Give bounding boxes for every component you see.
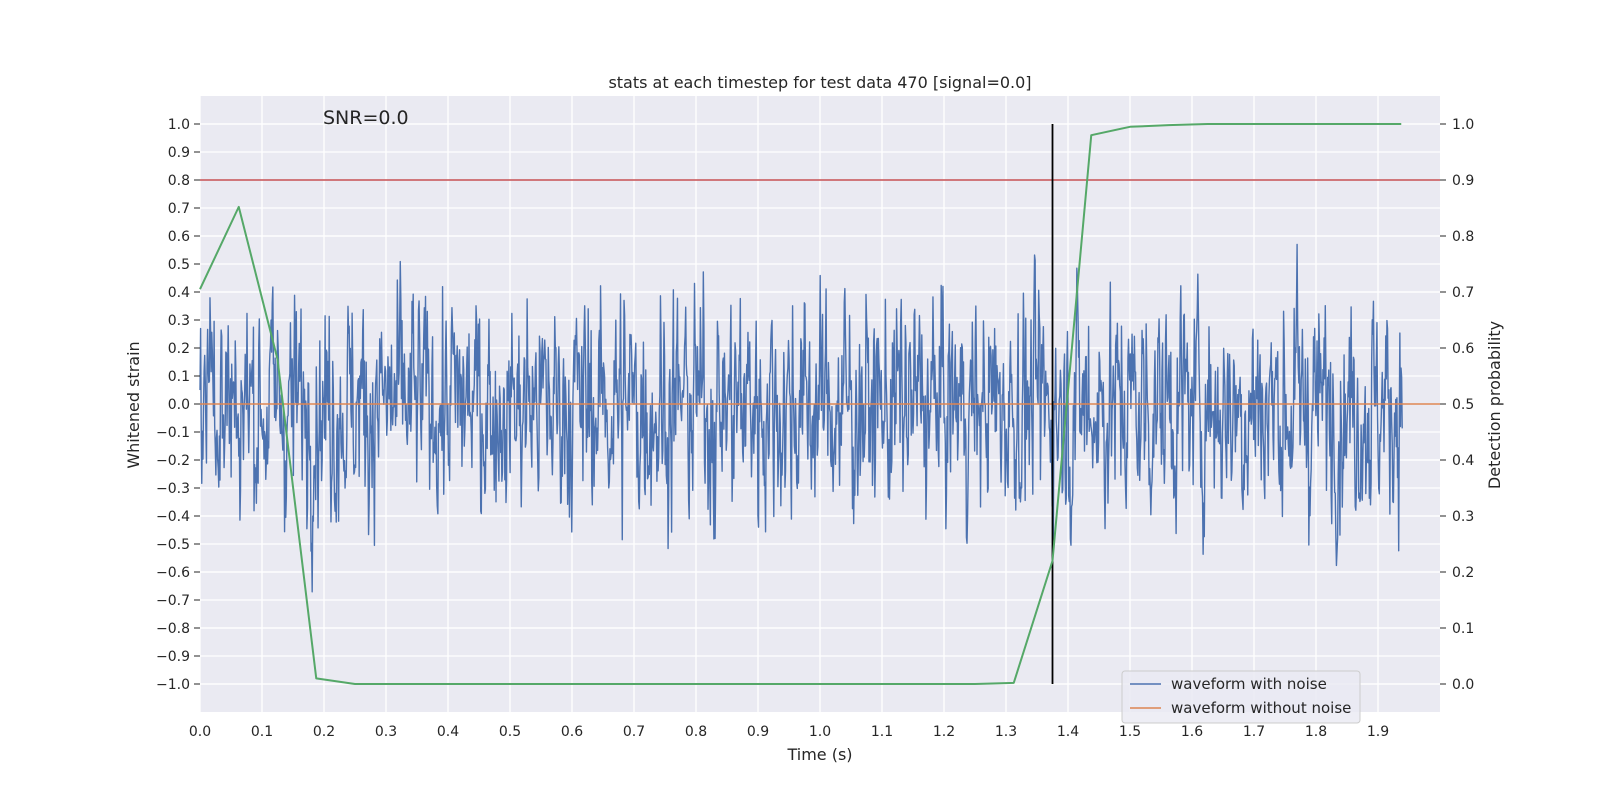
y-tick-label: 0.7 [168, 201, 190, 217]
y-tick-label: −0.5 [156, 537, 190, 553]
y-tick-label: 0.0 [168, 397, 190, 413]
series-layer [199, 123, 1440, 685]
x-tick-label: 1.0 [809, 724, 831, 740]
x-tick-label: 0.9 [747, 724, 769, 740]
x-tick-label: 0.3 [375, 724, 397, 740]
y-right-tick-label: 0.9 [1452, 173, 1474, 189]
axes: 0.0 0.1 0.2 0.3 0.4 0.5 0.6 0.7 0.8 0.9 1.0 1.1 1.2 1… [156, 117, 1474, 740]
y-tick-label: 0.8 [168, 173, 190, 189]
x-tick-label: 0.0 [189, 724, 211, 740]
y-axis-label-right: Detection probability [1485, 321, 1504, 489]
x-tick-label: 1.7 [1243, 724, 1265, 740]
y-tick-label: 0.4 [168, 285, 190, 301]
y-tick-label: 0.3 [168, 313, 190, 329]
y-right-tick-label: 0.4 [1452, 453, 1474, 469]
x-tick-label: 1.8 [1305, 724, 1327, 740]
x-tick-label: 0.4 [437, 724, 459, 740]
y-tick-label: −0.3 [156, 481, 190, 497]
y-tick-label: 0.6 [168, 229, 190, 245]
y-right-tick-label: 0.5 [1452, 397, 1474, 413]
y-tick-label: −0.4 [156, 509, 190, 525]
y-tick-label: −0.6 [156, 565, 190, 581]
legend-label-noisy: waveform with noise [1171, 675, 1327, 693]
x-tick-label: 0.6 [561, 724, 583, 740]
x-tick-label: 0.5 [499, 724, 521, 740]
legend-box [1121, 670, 1361, 724]
x-tick-label: 1.4 [1057, 724, 1079, 740]
x-tick-label: 1.5 [1119, 724, 1141, 740]
y-right-tick-label: 0.7 [1452, 285, 1474, 301]
legend-label-clean: waveform without noise [1171, 699, 1351, 717]
x-tick-label: 0.2 [313, 724, 335, 740]
x-tick-label: 1.9 [1367, 724, 1389, 740]
y-right-tick-label: 0.6 [1452, 341, 1474, 357]
chart-title: stats at each timestep for test data 470… [608, 73, 1031, 92]
y-right-tick-label: 0.8 [1452, 229, 1474, 245]
x-tick-label: 0.1 [251, 724, 273, 740]
y-right-tick-label: 0.0 [1452, 677, 1474, 693]
y-right-tick-label: 0.3 [1452, 509, 1474, 525]
legend: waveform with noise waveform without noi… [1121, 670, 1361, 724]
noisy-waveform-line [199, 243, 1403, 593]
y-tick-label: 0.5 [168, 257, 190, 273]
y-right-tick-label: 0.2 [1452, 565, 1474, 581]
snr-annotation: SNR=0.0 [323, 107, 409, 129]
x-tick-label: 1.2 [933, 724, 955, 740]
y-tick-label: −0.9 [156, 649, 190, 665]
x-tick-label: 1.3 [995, 724, 1017, 740]
y-axis-label-left: Whitened strain [124, 341, 143, 468]
y-tick-label: 0.2 [168, 341, 190, 357]
y-tick-label: 0.1 [168, 369, 190, 385]
x-tick-label: 0.7 [623, 724, 645, 740]
x-tick-label: 0.8 [685, 724, 707, 740]
y-right-tick-label: 1.0 [1452, 117, 1474, 133]
y-tick-label: −1.0 [156, 677, 190, 693]
y-tick-label: 1.0 [168, 117, 190, 133]
detection-probability-line [199, 123, 1402, 685]
y-tick-label: −0.8 [156, 621, 190, 637]
x-tick-label: 1.1 [871, 724, 893, 740]
x-tick-label: 1.6 [1181, 724, 1203, 740]
y-tick-label: −0.7 [156, 593, 190, 609]
x-axis-label: Time (s) [786, 745, 852, 764]
y-tick-label: −0.1 [156, 425, 190, 441]
y-tick-label: −0.2 [156, 453, 190, 469]
y-tick-label: 0.9 [168, 145, 190, 161]
y-right-tick-label: 0.1 [1452, 621, 1474, 637]
